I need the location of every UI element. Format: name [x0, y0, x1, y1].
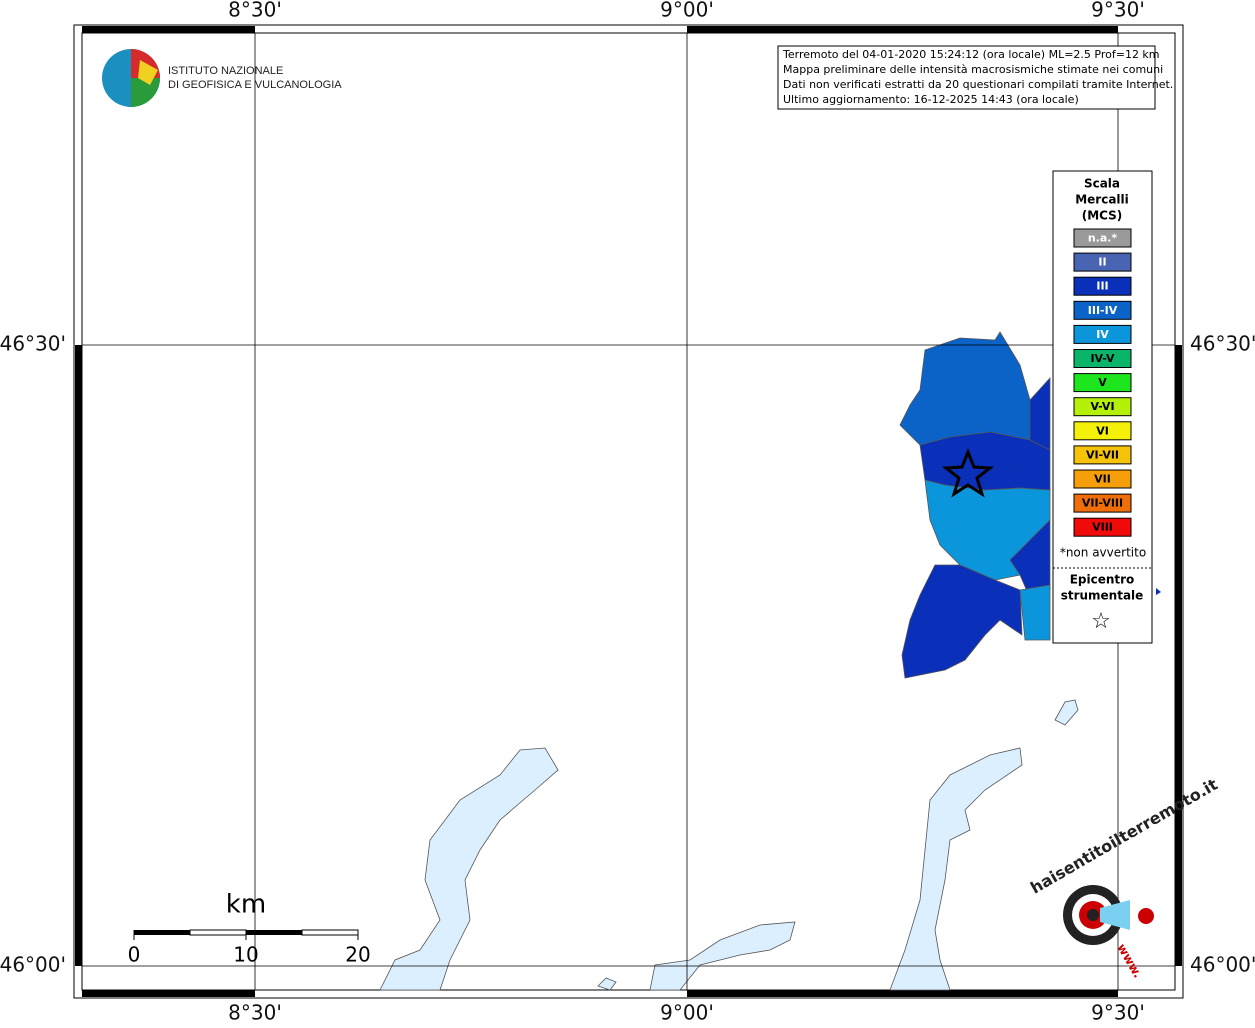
legend-label: IV — [1096, 328, 1109, 341]
legend-note: *non avvertito — [1060, 546, 1146, 560]
legend-swatch — [1073, 517, 1132, 537]
scale-tick: 20 — [345, 943, 370, 967]
legend-title: (MCS) — [1082, 209, 1123, 223]
legend-label: III-IV — [1088, 304, 1118, 317]
legend-star: ☆ — [1091, 609, 1111, 634]
lat-label: 46°00' — [0, 953, 66, 977]
legend-swatch — [1073, 445, 1132, 465]
lon-label: 8°30' — [228, 1001, 282, 1025]
legend-label: VIII — [1092, 521, 1113, 534]
legend-swatch — [1073, 228, 1132, 248]
lat-label: 46°30' — [1190, 332, 1255, 356]
lon-label: 8°30' — [228, 0, 282, 22]
legend-label: VI-VII — [1086, 448, 1119, 461]
lakes — [379, 699, 1079, 991]
legend-label: VII-VIII — [1082, 497, 1123, 510]
legend-swatch — [1073, 493, 1132, 513]
scale-bar: km 0 10 20 — [128, 890, 371, 967]
legend-swatch — [1073, 421, 1132, 441]
lat-label: 46°00' — [1190, 953, 1255, 977]
municipalities — [899, 331, 1051, 679]
lon-label: 9°00' — [660, 0, 714, 22]
legend-swatch — [1073, 300, 1132, 320]
legend-swatch — [1073, 469, 1132, 489]
legend-epicenter: Epicentro — [1070, 573, 1135, 587]
lon-label: 9°00' — [660, 1001, 714, 1025]
legend-title: Scala — [1084, 177, 1120, 191]
legend-label: IV-V — [1090, 352, 1115, 365]
ingv-logo: ISTITUTO NAZIONALE DI GEOFISICA E VULCAN… — [102, 49, 342, 107]
lat-label: 46°30' — [0, 332, 66, 356]
border-segments — [75, 26, 1182, 997]
lon-label: 9°30' — [1091, 1001, 1145, 1025]
logo-text: ISTITUTO NAZIONALE — [168, 65, 283, 77]
legend-title: Mercalli — [1075, 193, 1129, 207]
scale-unit: km — [226, 890, 266, 920]
epicenter-star — [941, 447, 995, 498]
logo-text: DI GEOFISICA E VULCANOLOGIA — [168, 79, 342, 91]
legend-swatch — [1073, 349, 1132, 368]
legend-swatch — [1073, 397, 1132, 417]
info-line: Dati non verificati estratti da 20 quest… — [783, 78, 1173, 91]
info-line: Mappa preliminare delle intensità macros… — [783, 63, 1163, 76]
legend-label: n.a.* — [1088, 232, 1118, 245]
legend-label: VI — [1096, 424, 1109, 437]
legend-label: III — [1096, 280, 1108, 293]
lon-label: 9°30' — [1091, 0, 1145, 22]
info-line: Ultimo aggiornamento: 16-12-2025 14:43 (… — [783, 93, 1079, 106]
legend-epicenter: strumentale — [1061, 589, 1144, 603]
legend-label: II — [1098, 256, 1106, 269]
legend-label: VII — [1094, 473, 1111, 486]
legend-swatch — [1073, 373, 1132, 393]
legend-label: V-VI — [1090, 400, 1114, 413]
legend-swatch — [1073, 276, 1132, 296]
scale-tick: 0 — [128, 943, 141, 967]
legend-label: V — [1098, 376, 1107, 389]
legend: ScalaMercalli(MCS)n.a.*IIIIIIII-IVIVIV-V… — [1052, 170, 1161, 644]
legend-swatch — [1073, 324, 1132, 344]
legend-swatch — [1073, 252, 1132, 272]
scale-tick: 10 — [233, 943, 258, 967]
info-line: Terremoto del 04-01-2020 15:24:12 (ora l… — [782, 48, 1160, 61]
info-box: Terremoto del 04-01-2020 15:24:12 (ora l… — [777, 45, 1173, 110]
